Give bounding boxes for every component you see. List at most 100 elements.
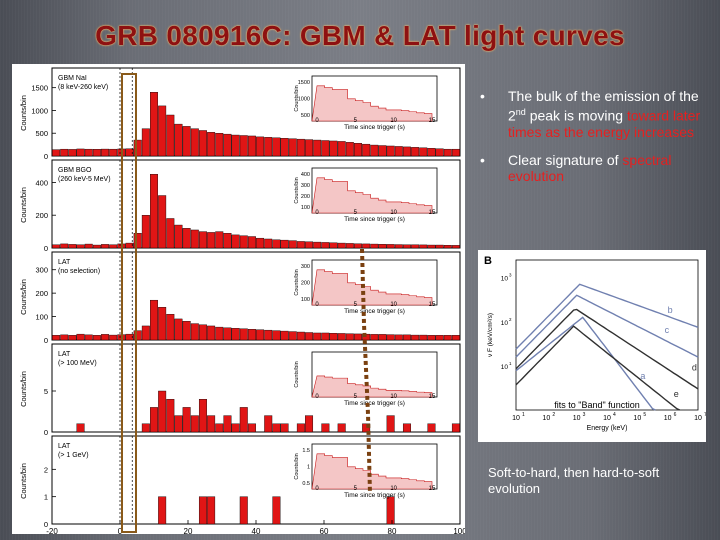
y-tick-label: 0	[44, 244, 48, 253]
count-bar	[272, 496, 281, 525]
inset-x-tick: 15	[429, 210, 436, 216]
count-bar	[321, 242, 330, 249]
inset-y-tick: 200	[301, 194, 310, 200]
count-bar	[52, 149, 61, 157]
count-bar	[402, 423, 411, 433]
count-bar	[247, 423, 256, 433]
count-bar	[182, 228, 191, 249]
y-tick-label: 500	[35, 129, 48, 138]
count-bar	[239, 496, 248, 525]
panel-label-line1: GBM BGO	[58, 167, 92, 174]
count-bar	[305, 241, 314, 249]
y-tick-label: 200	[35, 289, 48, 298]
count-bar	[305, 415, 314, 433]
bullet-2-text: Clear signature of spectral evolution	[508, 152, 705, 184]
x-tick-label: 60	[320, 527, 329, 534]
inset-x-tick: 0	[315, 118, 319, 124]
band-x-tick-exp: 2	[552, 412, 555, 418]
count-bar	[247, 236, 256, 249]
inset-histogram	[311, 85, 433, 122]
bullet-2-marker: •	[480, 151, 485, 168]
count-bar	[190, 415, 199, 433]
x-tick-label: 80	[388, 527, 397, 534]
panel-frame	[51, 251, 461, 341]
inset-y-tick: 500	[301, 113, 310, 119]
count-bar	[427, 148, 436, 157]
band-series-label: e	[674, 389, 679, 399]
panel-label: LAT (> 100 MeV)	[58, 351, 97, 367]
bullet-1-text-b: peak is moving	[525, 107, 624, 124]
count-bar	[133, 233, 142, 249]
inset-x-tick: 5	[354, 302, 358, 308]
bullet-1: • The bulk of the emission of the 2nd pe…	[480, 88, 705, 140]
light-curve-panel-4: 0 5 Counts/bin LAT (> 100 MeV) Time since tri…	[19, 343, 461, 437]
count-bar	[386, 496, 395, 525]
count-bar	[239, 328, 248, 341]
count-bar	[198, 324, 207, 341]
count-bar	[345, 333, 354, 341]
light-curve-panel-5: 0 1 2 Counts/bin LAT (> 1 GeV) Time since trig…	[19, 435, 461, 529]
count-bar	[305, 139, 314, 157]
count-bar	[231, 423, 240, 433]
inset-x-tick: 5	[354, 118, 358, 124]
y-tick-label: 200	[35, 211, 48, 220]
count-bar	[92, 335, 101, 341]
count-bar	[223, 415, 232, 433]
count-bar	[378, 334, 387, 341]
count-bar	[443, 335, 452, 341]
inset-y-tick: 100	[301, 205, 310, 211]
band-y-tick: 10	[501, 364, 509, 371]
inset-y-tick: 300	[301, 183, 310, 189]
count-bar	[231, 234, 240, 249]
first-peak-highlight	[121, 73, 137, 533]
panel-label: GBM NaI (8 keV-260 keV)	[58, 75, 108, 91]
inset-x-tick: 15	[429, 486, 436, 492]
count-bar	[223, 233, 232, 249]
count-bar	[84, 243, 93, 249]
inset-x-label: Time since trigger (s)	[344, 308, 405, 315]
count-bar	[76, 333, 85, 341]
count-bar	[215, 133, 224, 157]
count-bar	[443, 148, 452, 157]
band-series-label: b	[668, 305, 673, 315]
count-bar	[166, 314, 175, 341]
count-bar	[296, 241, 305, 249]
panel-label-line2: (260 keV-5 MeV)	[58, 176, 111, 183]
y-axis-label: Counts/bin	[19, 463, 28, 499]
band-curve-d	[515, 308, 699, 390]
count-bar	[207, 232, 216, 249]
band-y-tick-exp: 1	[509, 361, 512, 366]
count-bar	[256, 329, 265, 341]
band-x-tick: 10	[542, 415, 550, 422]
panel-label-line2: (> 100 MeV)	[58, 360, 97, 367]
count-bar	[451, 335, 460, 341]
count-bar	[101, 244, 110, 249]
x-tick-label: 100	[453, 527, 465, 534]
count-bar	[394, 146, 403, 157]
count-bar	[207, 325, 216, 341]
y-tick-label: 5	[44, 387, 48, 396]
count-bar	[223, 133, 232, 157]
y-axis-label: Counts/bin	[19, 279, 28, 315]
inset-y-tick: 1	[307, 465, 310, 471]
count-bar	[52, 244, 61, 249]
y-tick-label: 1	[44, 493, 48, 502]
count-bar	[411, 334, 420, 341]
inset-y-label: Counts/bin	[294, 177, 300, 203]
band-y-tick: 10	[501, 320, 509, 327]
count-bar	[256, 136, 265, 157]
count-bar	[166, 218, 175, 249]
count-bar	[354, 243, 362, 249]
inset-x-tick: 10	[390, 486, 397, 492]
count-bar	[378, 244, 387, 249]
count-bar	[174, 224, 183, 249]
band-annotation: fits to "Band" function	[554, 400, 639, 410]
inset-x-tick: 5	[354, 210, 358, 216]
band-y-tick: 10	[501, 276, 509, 283]
count-bar	[109, 244, 118, 249]
inset-x-tick: 10	[390, 302, 397, 308]
inset-y-tick: 0.5	[302, 481, 310, 487]
count-bar	[141, 325, 150, 341]
count-bar	[394, 334, 403, 341]
